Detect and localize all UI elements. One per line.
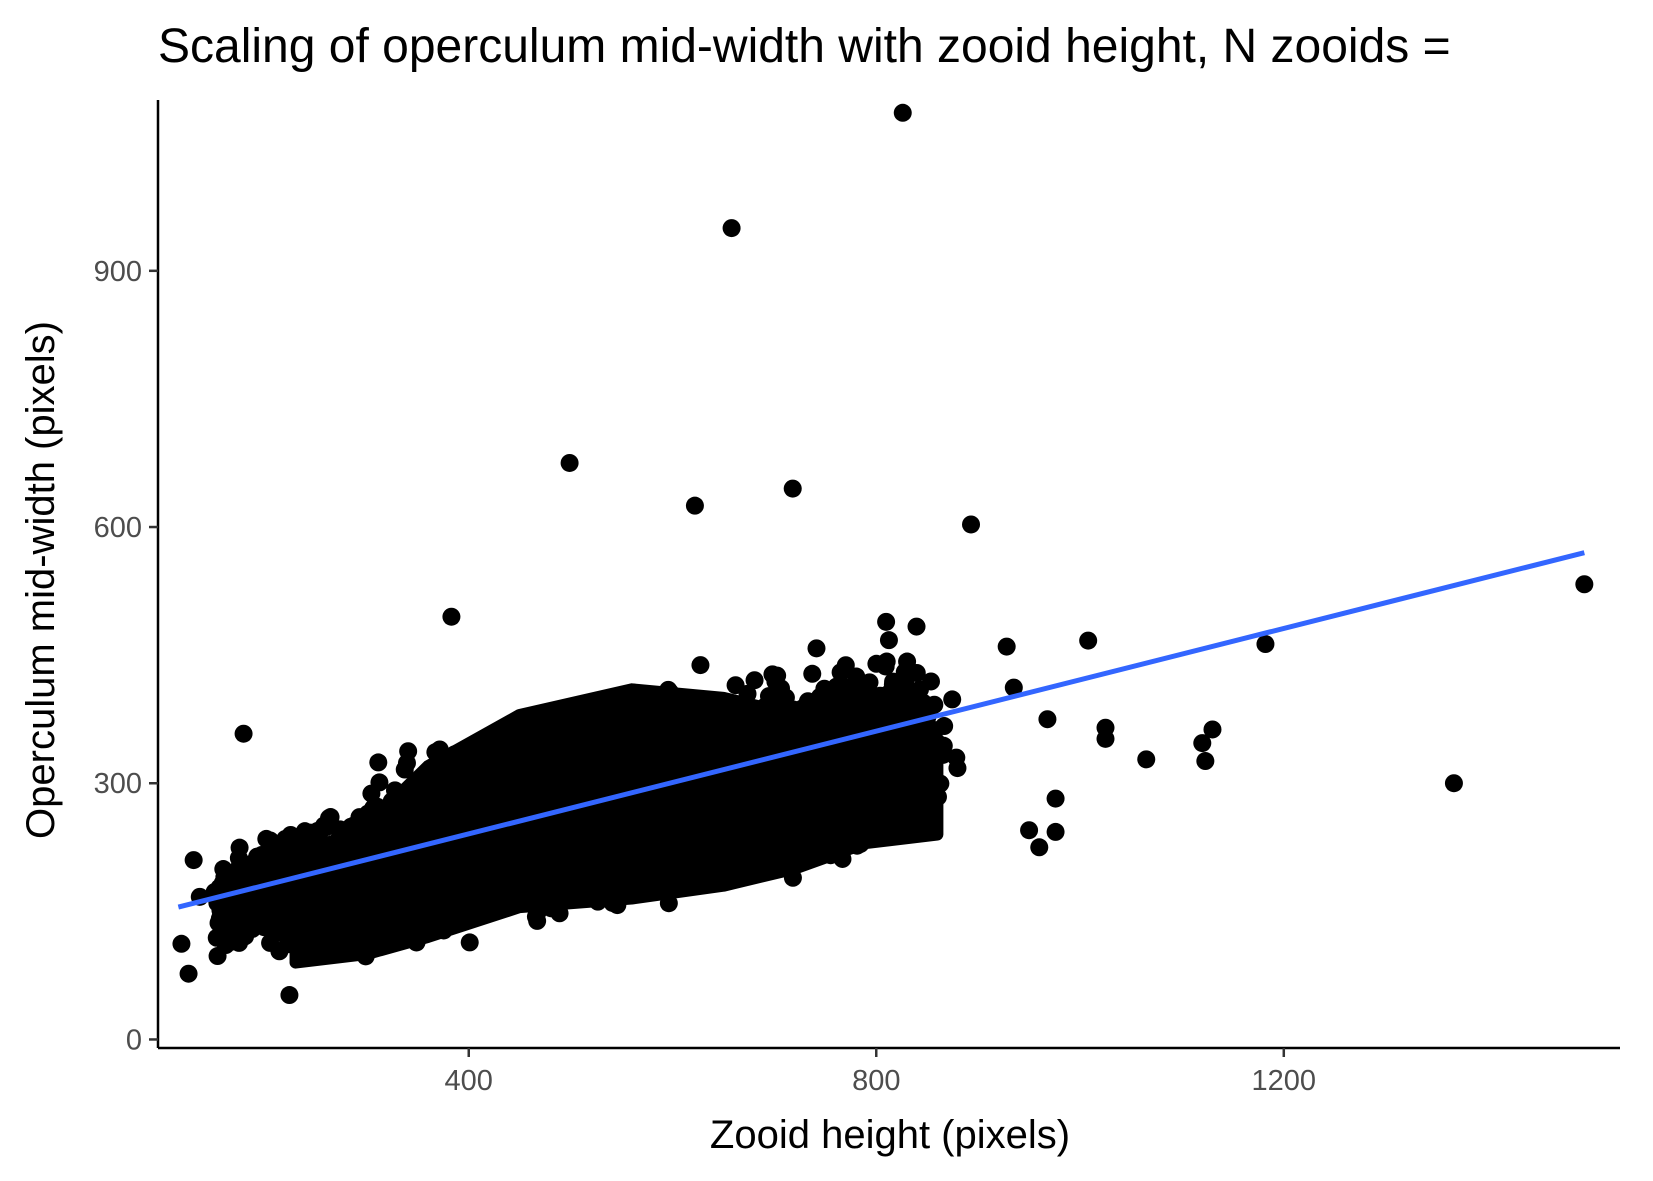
data-point [1196,752,1215,771]
y-tick-label: 300 [94,768,142,800]
data-point [893,103,912,122]
data-point [1193,734,1212,753]
data-point [172,934,191,953]
x-tick-label: 1200 [1252,1065,1317,1097]
axes: 400 800 1200 0 300 600 900 [94,100,1620,1097]
data-point [1004,678,1023,697]
y-axis-title: Operculum mid-width (pixels) [19,321,63,839]
data-point [685,496,704,515]
data-point [1256,635,1275,654]
y-tick-label: 0 [126,1024,142,1056]
x-tick-label: 400 [445,1065,493,1097]
y-tick-label: 900 [94,256,142,288]
chart-title: Scaling of operculum mid-width with zooi… [158,20,1451,73]
data-point [1079,631,1098,650]
data-point [442,607,461,626]
data-point [1096,729,1115,748]
data-point [1203,720,1222,739]
data-point [184,851,203,870]
data-points [172,103,1594,1005]
data-point [1020,821,1039,840]
data-point [1046,822,1065,841]
dense-point-cloud [205,612,967,969]
data-point [1444,774,1463,793]
data-point [560,453,579,472]
trend-line [177,550,1585,910]
x-tick-label: 800 [852,1065,900,1097]
y-tick-label: 600 [94,512,142,544]
data-point [1575,575,1594,594]
data-point [962,515,981,534]
data-point [179,964,198,983]
data-point [234,724,253,743]
data-point [997,637,1016,656]
data-point [1038,710,1057,729]
data-point [783,479,802,498]
data-point [280,986,299,1005]
data-point [722,219,741,238]
data-point [1030,838,1049,857]
data-point [1046,789,1065,808]
x-axis-title: Zooid height (pixels) [710,1113,1070,1157]
data-point [1137,750,1156,769]
trend-line-group [177,550,1585,910]
